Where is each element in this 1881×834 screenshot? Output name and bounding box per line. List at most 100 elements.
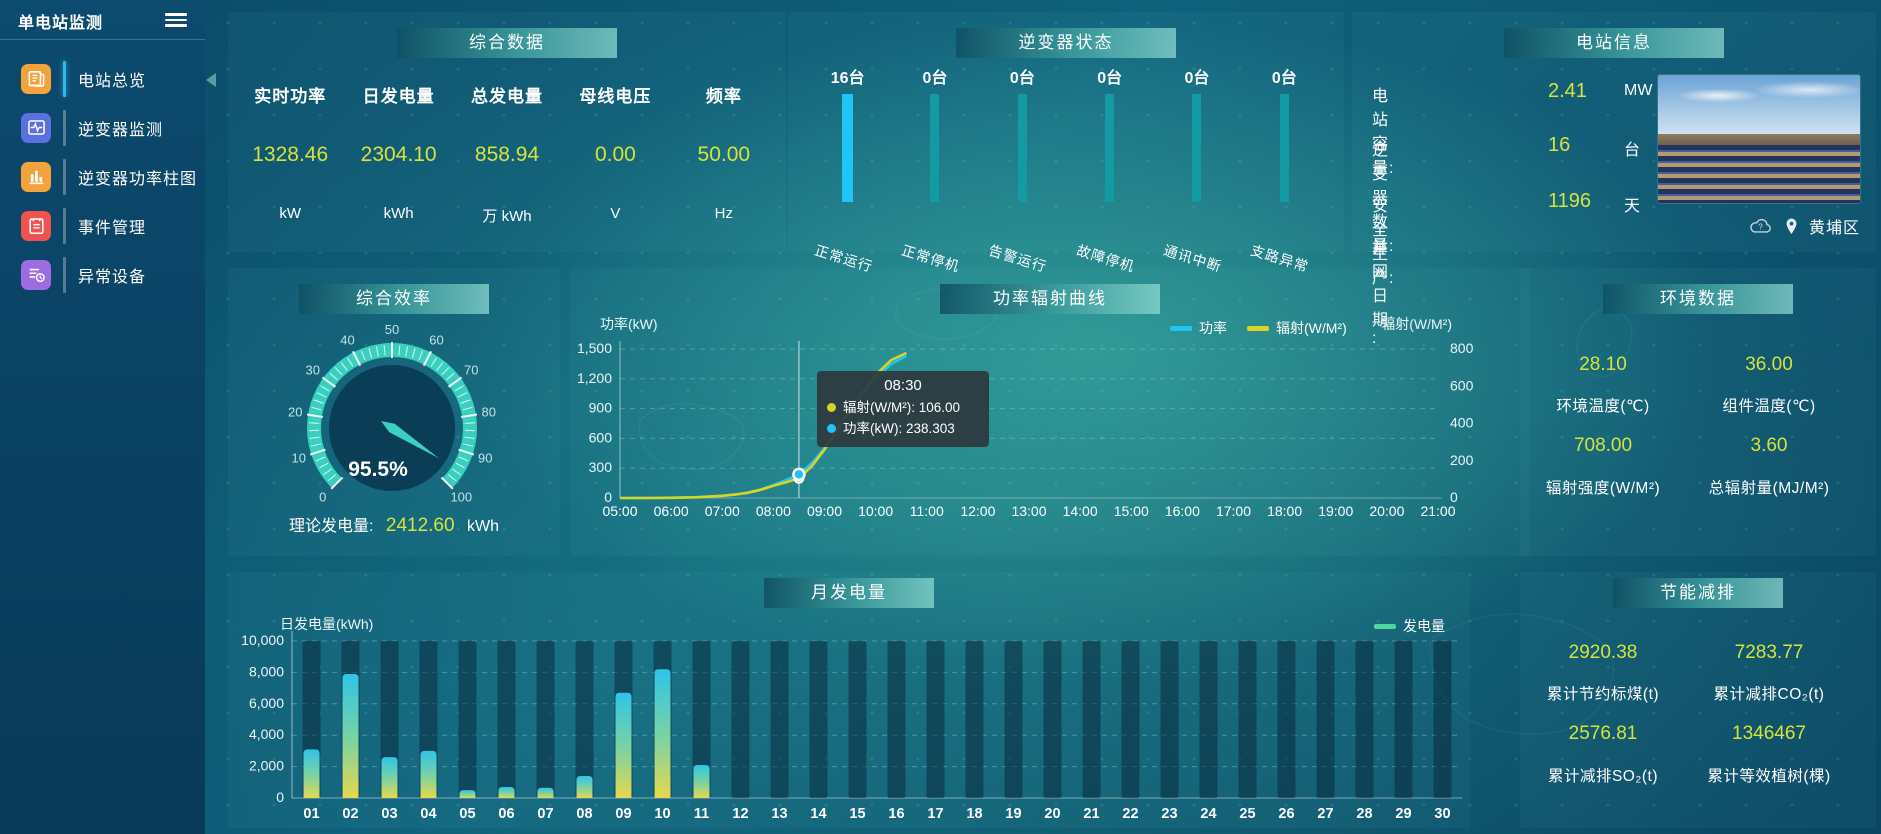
legend-swatch (1170, 325, 1192, 331)
svg-text:400: 400 (1450, 415, 1474, 431)
event-management-icon (21, 210, 51, 241)
inverter-state: 0台 告警运行 (979, 64, 1066, 275)
svg-text:19:00: 19:00 (1318, 503, 1353, 519)
inverter-state: 0台 支路异常 (1241, 64, 1328, 275)
svg-text:02: 02 (342, 806, 358, 822)
env-metric-value: 3.60 (1750, 435, 1788, 456)
svg-text:40: 40 (340, 333, 354, 348)
legend-item-功率[interactable]: 功率 (1170, 318, 1227, 338)
menu-item-divider (63, 158, 66, 195)
station-info-value: 16 (1548, 134, 1571, 156)
metric-label: 总发电量 (471, 87, 544, 106)
sidebar-item-2[interactable]: 逆变器监测 (0, 103, 205, 152)
station-info-unit: 天 (1624, 198, 1641, 215)
location-name: 黄埔区 (1808, 220, 1860, 237)
summary-metric: 总发电量 858.94 万 kWh (453, 82, 561, 242)
sidebar-item-4[interactable]: 事件管理 (0, 201, 205, 250)
summary-metrics: 实时功率 1328.46 kW 日发电量 2304.10 kWh 总发电量 858.94 万 k… (236, 82, 778, 242)
env-metric-label: 累计等效植树(棵) (1707, 768, 1831, 785)
panel-summary-title: 综合数据 (397, 28, 617, 58)
svg-text:?: ? (1758, 222, 1763, 231)
inverter-status-bars[interactable]: 16台 正常运行 0台 正常停机 0台 告警运行 0台 故障停机 0台 通讯中断 0台 支路异常 (804, 64, 1328, 275)
inverter-state-count: 0台 (1097, 70, 1123, 87)
bar-background (1433, 641, 1452, 798)
metric-unit: 万 kWh (482, 208, 532, 225)
metric-value: 2304.10 (360, 143, 437, 166)
svg-text:29: 29 (1395, 806, 1411, 822)
tooltip-dot (827, 403, 836, 412)
summary-metric: 实时功率 1328.46 kW (236, 82, 344, 242)
summary-metric: 频率 50.00 Hz (670, 82, 778, 242)
bar-background (1004, 641, 1023, 798)
svg-text:08:00: 08:00 (756, 503, 791, 519)
svg-text:0: 0 (604, 489, 612, 505)
sidebar-item-1[interactable]: 电站总览 (0, 54, 205, 103)
bar-day-09 (615, 692, 632, 798)
efficiency-gauge[interactable]: 0 10 20 30 40 50 60 70 80 90 100 95.5% (228, 268, 560, 556)
sidebar-item-label: 逆变器监测 (78, 121, 164, 139)
station-info-value: 1196 (1548, 190, 1592, 212)
svg-text:90: 90 (478, 450, 492, 465)
sidebar-item-5[interactable]: 异常设备 (0, 250, 205, 299)
hamburger-menu-icon[interactable] (165, 10, 187, 28)
svg-text:1,200: 1,200 (577, 370, 612, 386)
panel-efficiency-title: 综合效率 (299, 284, 489, 314)
env-metric-label: 组件温度(℃) (1722, 398, 1816, 415)
panel-inverter-status: 逆变器状态 16台 正常运行 0台 正常停机 0台 告警运行 0台 故障停机 0台 通讯中断 0台支… (788, 12, 1344, 275)
svg-text:10,000: 10,000 (241, 632, 284, 648)
svg-text:30: 30 (305, 362, 319, 377)
inverter-state-bar (1017, 94, 1027, 202)
svg-text:4,000: 4,000 (249, 726, 284, 742)
energy-saving-metrics: 2920.38 累计节约标煤(t) 7283.77 累计减排CO₂(t) 2576.81… (1520, 572, 1852, 828)
bar-day-04 (420, 750, 437, 798)
inverter-state-count: 0台 (1009, 70, 1035, 87)
bar-background (965, 641, 984, 798)
svg-text:01: 01 (303, 806, 319, 822)
legend-item-辐射(W/M²)[interactable]: 辐射(W/M²) (1247, 318, 1347, 338)
station-info-value: 2.41 (1548, 80, 1587, 102)
inverter-state-bar (1279, 94, 1289, 202)
env-metric-label: 累计减排CO₂(t) (1713, 686, 1825, 703)
svg-text:07:00: 07:00 (705, 503, 740, 519)
sidebar-item-3[interactable]: 逆变器功率柱图 (0, 152, 205, 201)
metric-unit: V (610, 205, 621, 222)
metric-value: 50.00 (697, 143, 751, 166)
tooltip-text: 辐射(W/M²): 106.00 (843, 400, 961, 415)
svg-text:20: 20 (288, 405, 302, 420)
sidebar-menu: 电站总览逆变器监测逆变器功率柱图 事件管理 异常设备 (0, 54, 205, 299)
menu-item-divider (63, 60, 66, 97)
station-info-unit: MW (1624, 82, 1653, 99)
inverter-state-bar (842, 94, 854, 202)
panel-efficiency: 综合效率 0 10 20 30 40 50 60 70 80 90 100 95.5% 理论发电量: … (228, 268, 560, 556)
monthly-generation-chart[interactable]: 10,000 8,000 6,000 4,000 2,000 0 01 02 03 04 05 06 0… (228, 572, 1470, 828)
station-location[interactable]: ? 黄埔区 (1748, 214, 1860, 238)
env-metric-value: 36.00 (1745, 354, 1793, 375)
env-metric-label: 辐射强度(W/M²) (1545, 480, 1661, 497)
env-metric-value: 2920.38 (1568, 642, 1638, 663)
summary-metric: 日发电量 2304.10 kWh (344, 82, 452, 242)
tooltip-row: 辐射(W/M²): 106.00 (827, 397, 979, 418)
panel-environment-title: 环境数据 (1603, 284, 1793, 314)
svg-text:600: 600 (589, 429, 613, 445)
svg-text:05: 05 (459, 806, 475, 822)
svg-text:12: 12 (732, 806, 748, 822)
sidebar-item-label: 电站总览 (78, 72, 147, 90)
legend-item-发电量[interactable]: 发电量 (1374, 616, 1445, 636)
bar-background (1082, 641, 1101, 798)
station-info-unit: 台 (1624, 142, 1641, 159)
svg-text:70: 70 (464, 362, 478, 377)
svg-text:8,000: 8,000 (249, 663, 284, 679)
svg-text:30: 30 (1434, 806, 1450, 822)
svg-text:24: 24 (1200, 806, 1216, 822)
tooltip-rows: 辐射(W/M²): 106.00 功率(kW): 238.303 (827, 397, 979, 439)
svg-text:09: 09 (615, 806, 631, 822)
collapse-sidebar-arrow[interactable] (206, 73, 216, 87)
bar-background (1238, 641, 1257, 798)
svg-text:06: 06 (498, 806, 514, 822)
sidebar: 单电站监测 电站总览 逆变器监测 逆变器功率柱图 事件管理 异常设备 (0, 0, 205, 834)
svg-text:800: 800 (1450, 340, 1474, 356)
inverter-state-count: 16台 (830, 70, 865, 87)
bar-background (887, 641, 906, 798)
